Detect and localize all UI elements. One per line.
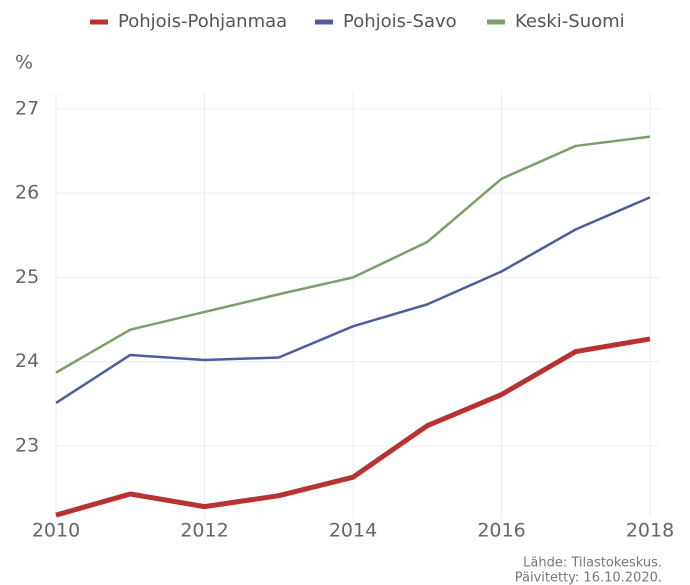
x-tick-label: 2010 [32, 520, 80, 542]
x-tick-label: 2016 [477, 520, 525, 542]
y-axis-label: % [15, 52, 33, 74]
x-tick-label: 2018 [626, 520, 674, 542]
legend-label: Keski-Suomi [515, 11, 625, 32]
series-line [55, 196, 651, 405]
source-note: Lähde: Tilastokeskus. [523, 556, 662, 571]
updated-note: Päivitetty: 16.10.2020. [515, 571, 662, 585]
x-tick-label: 2014 [329, 520, 377, 542]
y-tick-label: 25 [15, 266, 39, 288]
x-tick-label: 2012 [180, 520, 228, 542]
series-line [55, 135, 651, 374]
y-tick-label: 27 [15, 97, 39, 119]
y-tick-label: 26 [15, 182, 39, 204]
legend-label: Pohjois-Pohjanmaa [118, 11, 287, 32]
y-tick-label: 23 [15, 434, 39, 456]
y-tick-label: 24 [15, 350, 39, 372]
legend-label: Pohjois-Savo [343, 11, 457, 32]
series-line [55, 336, 651, 518]
